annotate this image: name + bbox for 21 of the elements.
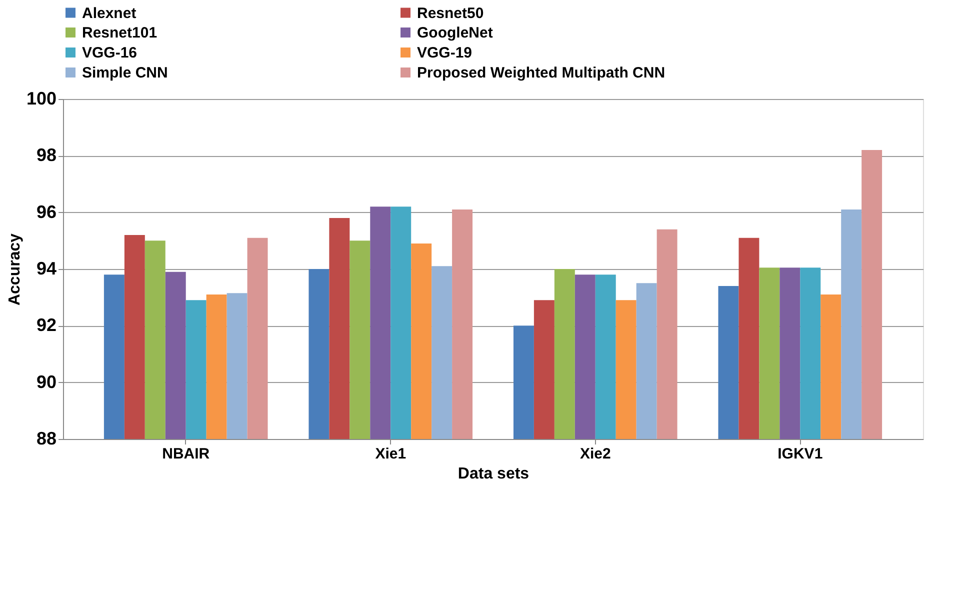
y-tick-label: 96 [36, 202, 56, 222]
x-axis-title: Data sets [458, 466, 530, 482]
y-tick-label: 94 [36, 258, 56, 278]
legend-label: GoogleNet [417, 24, 493, 42]
legend-label: Alexnet [82, 4, 136, 22]
x-tick-label: IGKV1 [778, 446, 823, 462]
legend-label: VGG-16 [82, 44, 138, 62]
x-tick-label: NBAIR [162, 446, 210, 462]
y-tick-label: 92 [36, 315, 56, 336]
y-tick-label: 100 [26, 88, 56, 108]
legend-label: Resnet101 [82, 24, 158, 42]
legend-label: Resnet50 [417, 4, 484, 22]
legend-label: Proposed Weighted Multipath CNN [417, 64, 666, 82]
legend-label: VGG-19 [417, 44, 472, 62]
y-tick-label: 90 [36, 372, 56, 392]
y-tick-label: 88 [36, 428, 56, 448]
y-tick-label: 98 [36, 145, 56, 166]
legend-label: Simple CNN [82, 64, 168, 82]
y-axis-title: Accuracy [6, 233, 24, 306]
x-tick-label: Xie2 [580, 446, 611, 462]
x-tick-label: Xie1 [375, 446, 406, 462]
